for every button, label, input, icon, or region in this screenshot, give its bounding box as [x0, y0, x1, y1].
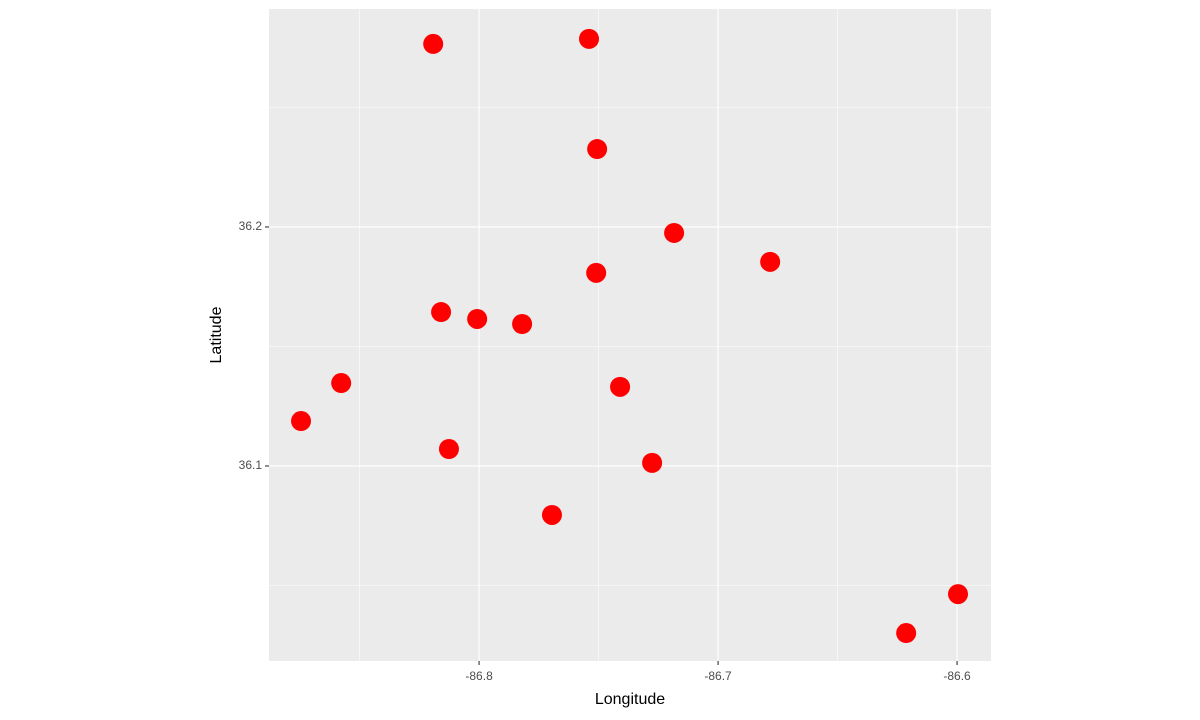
- x-tick-label: -86.6: [943, 669, 971, 683]
- point: [587, 139, 608, 160]
- point: [467, 308, 488, 329]
- x-tick-label: -86.7: [704, 669, 732, 683]
- y-axis-title: Latitude: [208, 306, 225, 363]
- point: [438, 439, 459, 460]
- panel: [269, 9, 991, 661]
- point: [948, 584, 969, 605]
- point: [331, 373, 352, 394]
- point: [760, 251, 781, 272]
- grid: [269, 9, 991, 661]
- point: [423, 33, 444, 54]
- point: [541, 504, 562, 525]
- point: [512, 314, 533, 335]
- y-tick-label: 36.1: [239, 458, 263, 472]
- points: [291, 28, 969, 644]
- x-tick-label: -86.8: [465, 669, 493, 683]
- point: [586, 262, 607, 283]
- point: [610, 376, 631, 397]
- x-axis-title: Longitude: [595, 691, 665, 708]
- point: [431, 302, 452, 323]
- point: [896, 623, 917, 644]
- point: [664, 222, 685, 243]
- point: [291, 411, 312, 432]
- point: [642, 452, 663, 473]
- y-tick-label: 36.2: [239, 219, 263, 233]
- point: [579, 28, 600, 49]
